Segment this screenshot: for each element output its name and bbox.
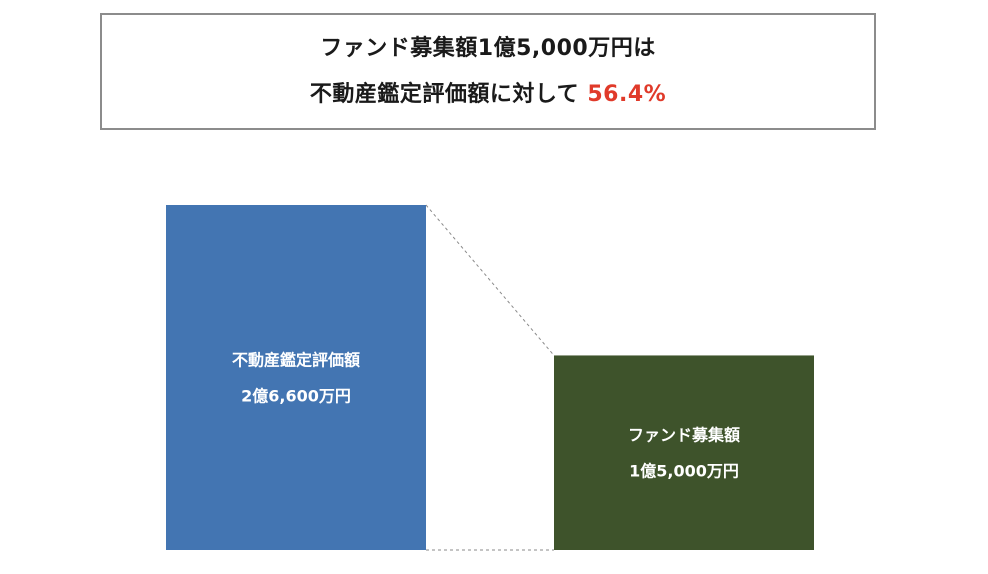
- headline-line-1: ファンド募集額1億5,000万円は: [320, 35, 656, 61]
- bar-fund-category-label: ファンド募集額: [628, 426, 740, 445]
- bar-fund-amount: [554, 355, 814, 550]
- headline-box: ファンド募集額1億5,000万円は 不動産鑑定評価額に対して 56.4%: [100, 13, 876, 130]
- bar-fund-value-label: 1億5,000万円: [629, 462, 739, 481]
- headline-ratio: 56.4%: [587, 81, 667, 107]
- bar-appraisal-value-label: 2億6,600万円: [241, 387, 351, 406]
- bar-appraisal-category-label: 不動産鑑定評価額: [232, 351, 360, 370]
- headline-line-2-prefix: 不動産鑑定評価額に対して: [309, 81, 580, 107]
- connector-line-top: [425, 204, 555, 356]
- headline-line-2: 不動産鑑定評価額に対して 56.4%: [310, 72, 666, 118]
- bar-appraisal-value: [166, 205, 426, 550]
